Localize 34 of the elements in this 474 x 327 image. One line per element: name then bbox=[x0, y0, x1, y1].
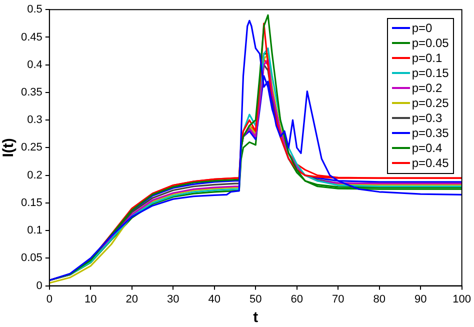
y-tick-label: 0.35 bbox=[20, 86, 42, 98]
legend-label: p=0.4 bbox=[412, 140, 442, 156]
x-tick-label: 80 bbox=[373, 293, 386, 306]
x-tick-label: 20 bbox=[126, 293, 138, 306]
y-tick-label: 0.05 bbox=[20, 252, 42, 264]
legend-label: p=0 bbox=[412, 20, 432, 36]
x-tick-label: 50 bbox=[249, 293, 262, 306]
legend-label: p=0.2 bbox=[412, 80, 442, 96]
x-tick-label: 40 bbox=[208, 293, 220, 306]
x-tick-label: 60 bbox=[290, 293, 303, 306]
x-axis-title: t bbox=[253, 309, 258, 326]
y-tick-label: 0.4 bbox=[27, 58, 42, 71]
legend-label: p=0.15 bbox=[412, 66, 449, 81]
legend-label: p=0.25 bbox=[412, 96, 449, 111]
x-tick-label: 0 bbox=[46, 293, 52, 306]
y-tick-label: 0.45 bbox=[20, 31, 42, 44]
legend-label: p=0.1 bbox=[412, 50, 442, 66]
y-tick-label: 0.3 bbox=[27, 114, 42, 126]
y-axis-title: I(t) bbox=[0, 138, 18, 158]
legend-label: p=0.3 bbox=[412, 110, 442, 126]
y-tick-label: 0.2 bbox=[27, 169, 42, 182]
y-tick-label: 0.5 bbox=[27, 4, 42, 16]
y-tick-label: 0 bbox=[36, 280, 42, 292]
x-tick-label: 30 bbox=[167, 293, 180, 306]
legend-label: p=0.45 bbox=[412, 156, 449, 171]
x-tick-label: 70 bbox=[332, 293, 344, 306]
x-tick-label: 90 bbox=[414, 293, 427, 306]
legend-label: p=0.05 bbox=[412, 36, 449, 51]
y-tick-label: 0.1 bbox=[27, 224, 42, 237]
x-tick-label: 10 bbox=[84, 293, 97, 306]
x-tick-label: 100 bbox=[452, 293, 472, 306]
y-tick-label: 0.25 bbox=[20, 142, 42, 154]
y-tick-label: 0.15 bbox=[20, 196, 42, 209]
legend-label: p=0.35 bbox=[412, 126, 449, 141]
